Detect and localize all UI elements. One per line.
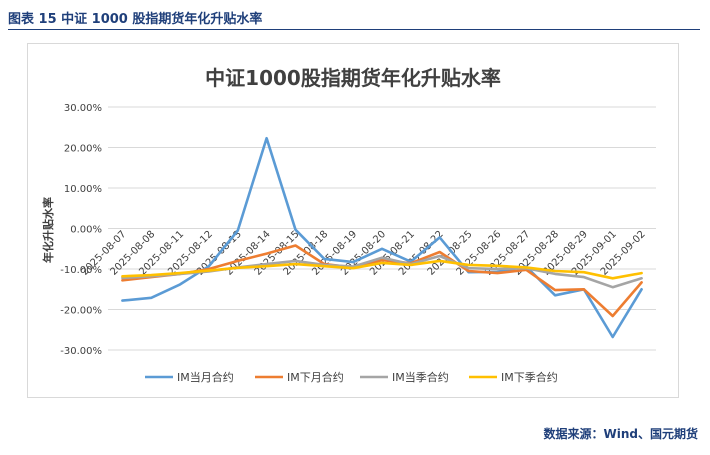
y-tick-label: 0.00% [70,225,102,236]
chart-title: 中证1000股指期货年化升贴水率 [205,66,501,90]
y-tick-labels: 30.00% 20.00% 10.00% 0.00% -10.00% -20.00% -30… [60,103,102,357]
legend-item: IM下季合约 [469,370,558,384]
y-tick-label: -30.00% [60,346,102,357]
figure-caption: 图表 15 中证 1000 股指期货年化升贴水率 [8,12,263,27]
legend-item: IM当月合约 [145,370,234,384]
legend-item: IM下月合约 [255,370,344,384]
series-line [121,244,643,318]
line-chart: 中证1000股指期货年化升贴水率 年化升贴水率 30.00% 20.00% 10.0… [41,66,656,384]
y-tick-label: 30.00% [64,103,102,114]
source-note: 数据来源：Wind、国元期货 [543,427,698,441]
legend: IM当月合约 IM下月合约 IM当季合约 IM下季合约 [145,370,558,384]
y-tick-label: -10.00% [60,265,102,276]
y-axis-label: 年化升贴水率 [41,197,55,263]
legend-label: IM下季合约 [501,370,558,384]
legend-label: IM当月合约 [177,370,234,384]
series-line [121,259,643,280]
legend-item: IM当季合约 [360,370,449,384]
legend-label: IM下月合约 [287,370,344,384]
series-line [121,136,643,339]
y-tick-label: -20.00% [60,306,102,317]
caption-divider [8,29,700,30]
y-tick-label: 20.00% [64,144,102,155]
legend-label: IM当季合约 [392,370,449,384]
y-tick-label: 10.00% [64,184,102,195]
gridlines [108,106,656,351]
series-lines [121,136,643,339]
chart-container: 中证1000股指期货年化升贴水率 年化升贴水率 30.00% 20.00% 10.0… [27,43,679,398]
